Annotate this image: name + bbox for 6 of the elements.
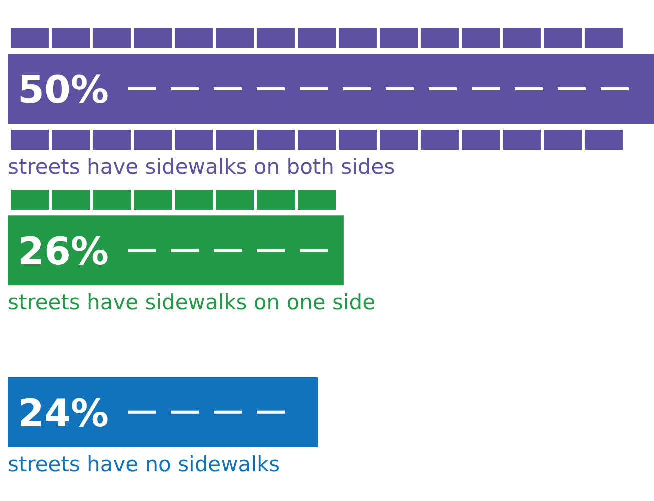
y-tick-label: streets have no sidewalks (8, 452, 280, 476)
data-label: 26% (18, 230, 109, 274)
data-label: 50% (18, 68, 109, 112)
data-label: 24% (18, 391, 109, 436)
y-tick-label: streets have sidewalks on both sides (8, 155, 396, 179)
y-tick-label: streets have sidewalks on one side (8, 290, 376, 315)
